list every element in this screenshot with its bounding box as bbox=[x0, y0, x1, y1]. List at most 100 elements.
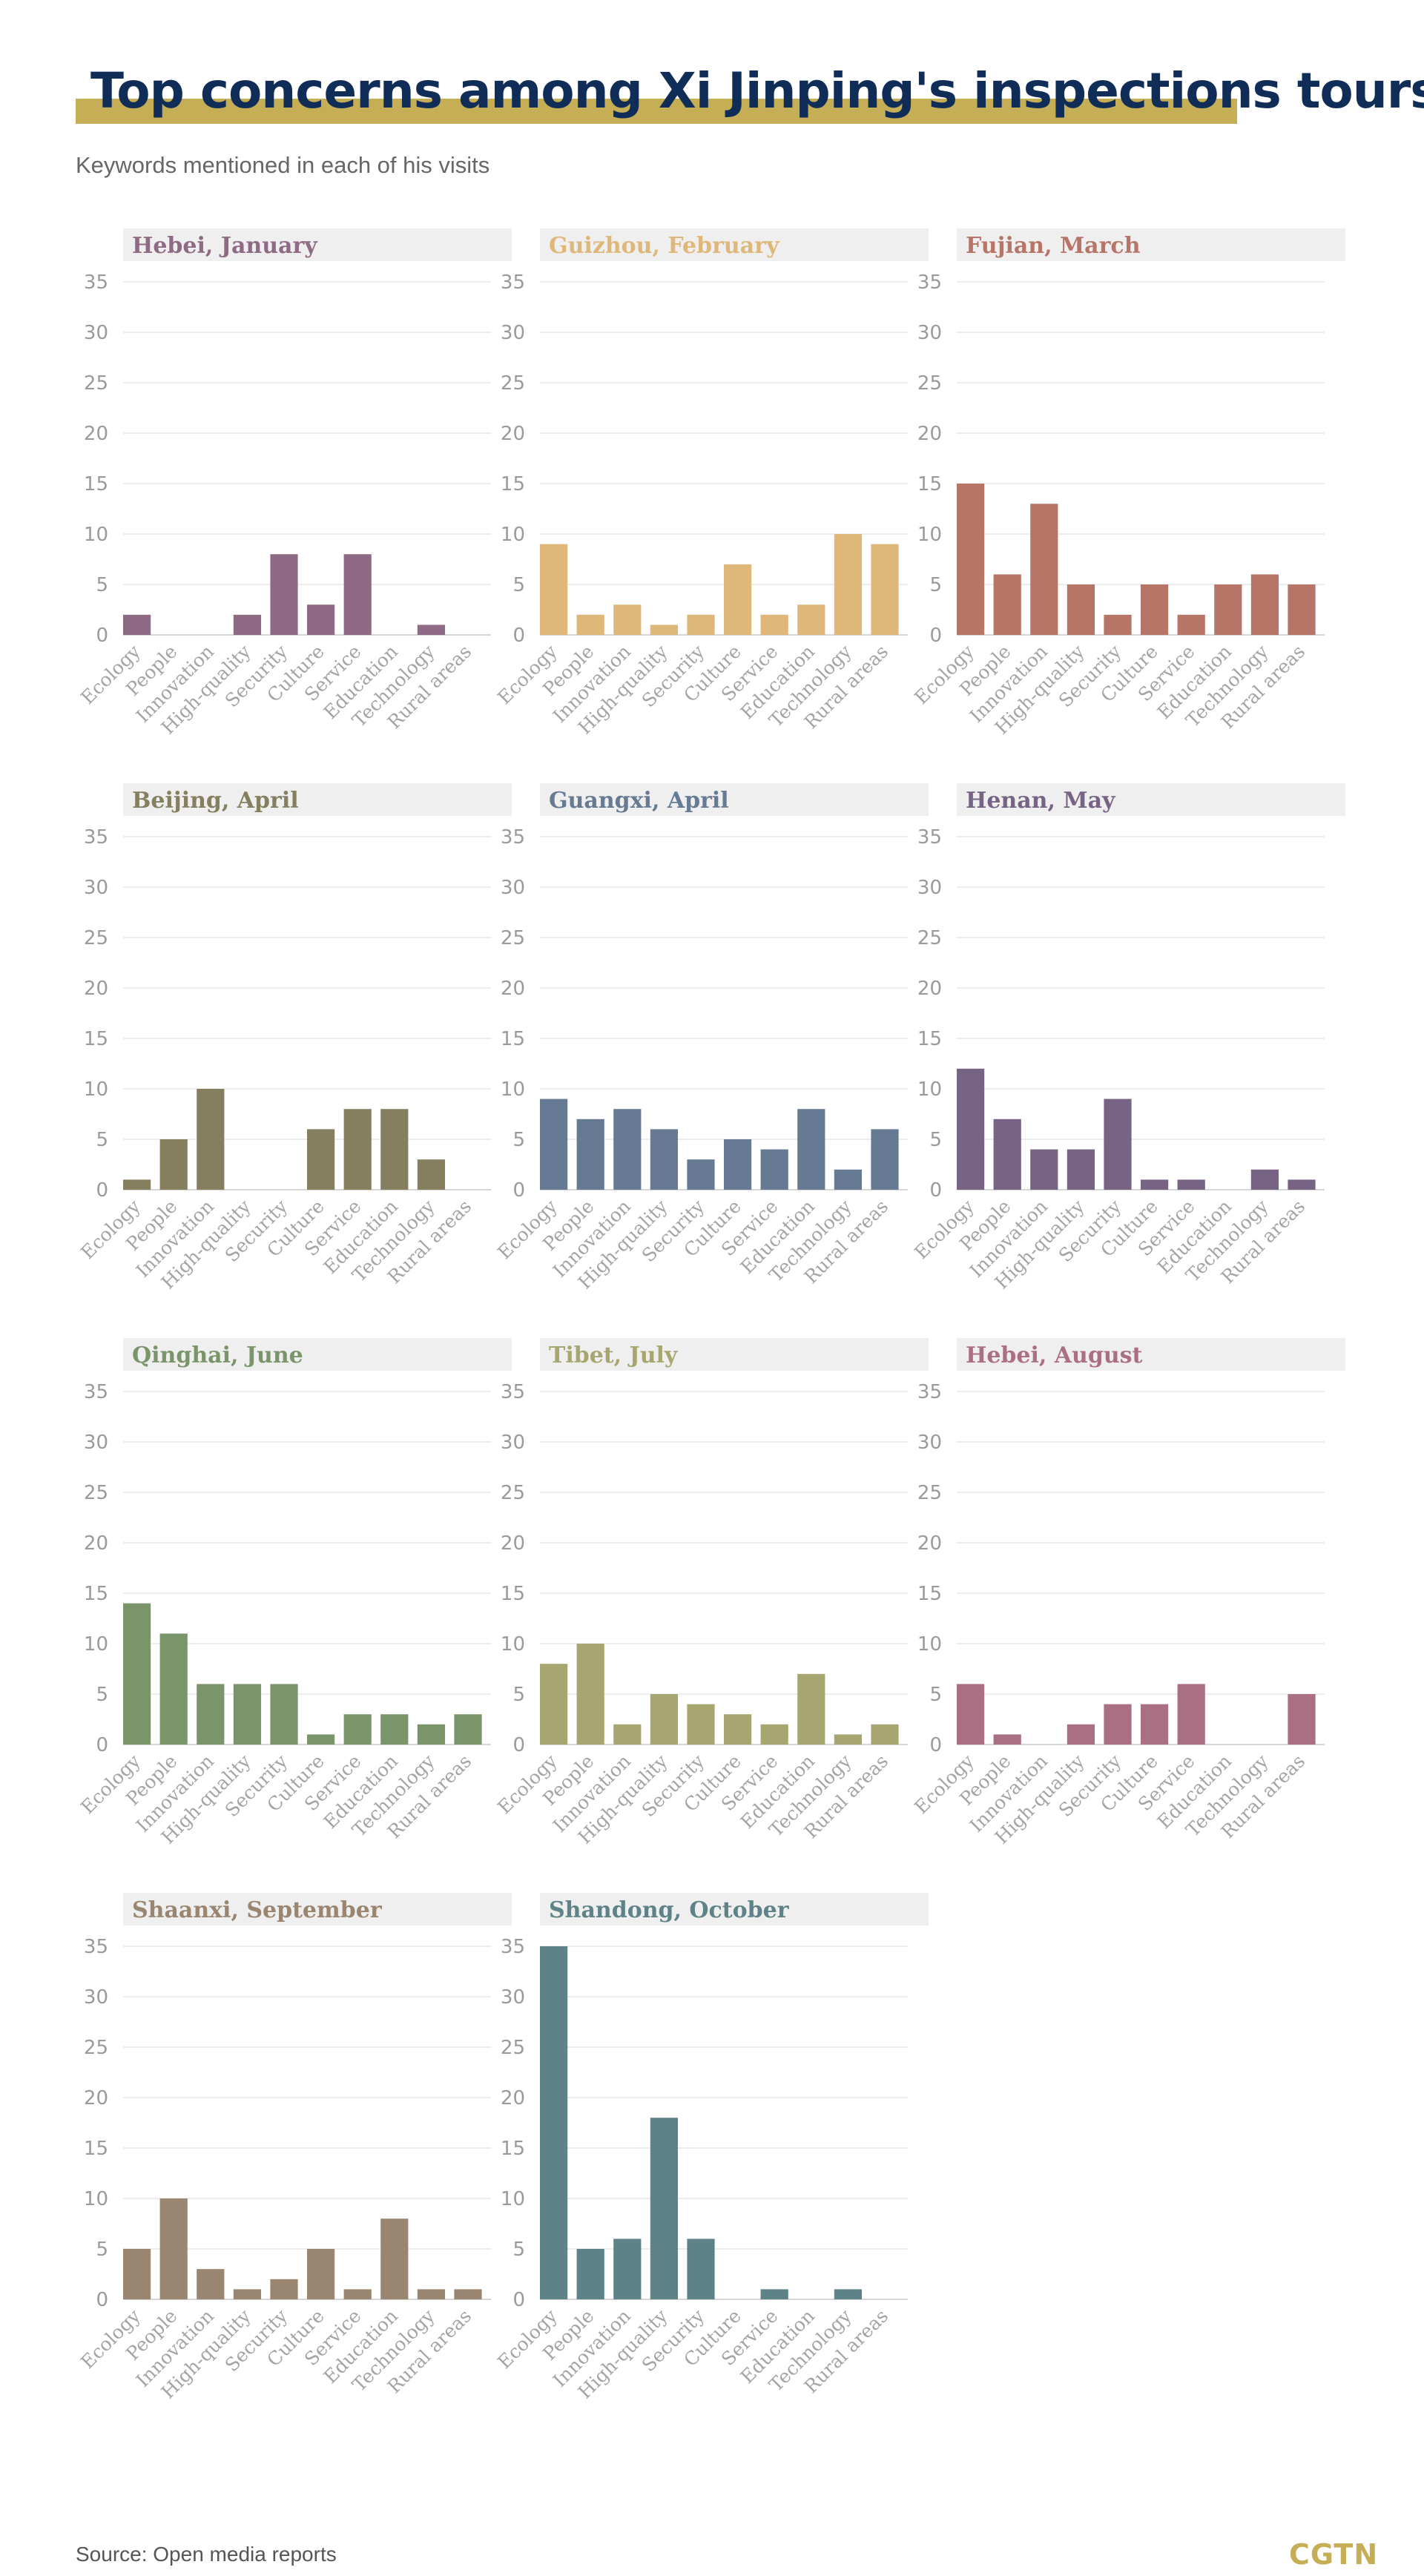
bar bbox=[993, 1734, 1021, 1745]
y-tick-label: 10 bbox=[917, 524, 942, 546]
bar bbox=[797, 1109, 825, 1190]
bar bbox=[540, 544, 568, 635]
bar bbox=[1067, 1149, 1095, 1190]
bar bbox=[1288, 1694, 1316, 1745]
bar bbox=[454, 2289, 482, 2299]
bar bbox=[760, 1149, 788, 1190]
bar bbox=[760, 2289, 788, 2299]
y-tick-label: 15 bbox=[501, 2138, 525, 2160]
y-tick-label: 25 bbox=[501, 1482, 525, 1504]
bar bbox=[233, 2289, 261, 2299]
y-tick-label: 10 bbox=[917, 1078, 942, 1101]
bar bbox=[724, 564, 752, 635]
bar bbox=[1067, 584, 1095, 635]
y-tick-label: 5 bbox=[512, 1129, 525, 1151]
bar bbox=[613, 1109, 642, 1190]
bar bbox=[540, 1098, 568, 1190]
bar bbox=[760, 1724, 788, 1745]
bar bbox=[687, 614, 715, 635]
bar bbox=[307, 1129, 335, 1190]
y-tick-label: 25 bbox=[501, 2037, 525, 2059]
y-tick-label: 20 bbox=[501, 423, 525, 445]
y-tick-label: 15 bbox=[917, 1028, 942, 1050]
y-tick-label: 5 bbox=[929, 1129, 942, 1151]
bar bbox=[993, 1119, 1021, 1190]
cgtn-logo: CGTN bbox=[1289, 2538, 1379, 2571]
y-tick-label: 30 bbox=[84, 877, 108, 899]
bar bbox=[871, 1129, 899, 1190]
bar bbox=[650, 1129, 678, 1190]
y-tick-label: 30 bbox=[917, 322, 942, 344]
y-tick-label: 20 bbox=[84, 1532, 108, 1555]
bar bbox=[724, 1714, 752, 1745]
bar bbox=[540, 1664, 568, 1745]
bar bbox=[233, 1684, 261, 1745]
bar bbox=[417, 1724, 445, 1745]
chart-title: Fujian, March bbox=[966, 233, 1141, 259]
y-tick-label: 35 bbox=[84, 271, 108, 294]
y-tick-label: 0 bbox=[512, 2289, 525, 2311]
bar bbox=[834, 534, 862, 635]
bar bbox=[1288, 584, 1316, 635]
y-tick-label: 15 bbox=[84, 1028, 108, 1050]
bar bbox=[797, 605, 825, 635]
bar bbox=[159, 1139, 188, 1190]
bar bbox=[270, 1684, 298, 1745]
source-note: Source: Open media reports bbox=[76, 2543, 337, 2566]
bar bbox=[613, 1724, 642, 1745]
bar bbox=[1104, 1704, 1132, 1745]
bar bbox=[417, 2289, 445, 2299]
bar bbox=[576, 1119, 604, 1190]
bar bbox=[1214, 584, 1242, 635]
y-tick-label: 0 bbox=[929, 1734, 942, 1756]
chart-title: Guizhou, February bbox=[549, 233, 779, 259]
y-tick-label: 5 bbox=[929, 1684, 942, 1706]
y-tick-label: 30 bbox=[501, 1986, 525, 2009]
y-tick-label: 0 bbox=[96, 1179, 108, 1202]
y-tick-label: 10 bbox=[84, 524, 108, 546]
y-tick-label: 5 bbox=[96, 2239, 108, 2261]
y-tick-label: 0 bbox=[929, 625, 942, 647]
y-tick-label: 0 bbox=[96, 625, 108, 647]
bar bbox=[197, 1089, 225, 1190]
chart-title: Shandong, October bbox=[549, 1897, 789, 1923]
y-tick-label: 20 bbox=[917, 423, 942, 445]
bar bbox=[1250, 1169, 1279, 1190]
chart-title-box: Hebei, January bbox=[123, 228, 512, 261]
y-tick-label: 20 bbox=[917, 978, 942, 1000]
bar-chart: 05101520253035EcologyPeopleInnovationHig… bbox=[493, 1936, 908, 2403]
bar bbox=[307, 2249, 335, 2299]
bar bbox=[123, 1179, 151, 1190]
bar-chart: 05101520253035EcologyPeopleInnovationHig… bbox=[910, 1381, 1325, 1848]
chart-title: Beijing, April bbox=[132, 788, 299, 814]
bar bbox=[957, 1684, 985, 1745]
bar bbox=[1030, 1149, 1058, 1190]
bar bbox=[343, 1714, 372, 1745]
y-tick-label: 20 bbox=[84, 423, 108, 445]
bar bbox=[307, 1734, 335, 1745]
bar bbox=[380, 1109, 409, 1190]
bar bbox=[197, 1684, 225, 1745]
chart-title: Hebei, January bbox=[132, 233, 317, 259]
bar bbox=[613, 2239, 642, 2299]
chart-title-box: Shandong, October bbox=[540, 1893, 929, 1926]
chart-title-box: Guangxi, April bbox=[540, 783, 929, 816]
bar bbox=[1141, 1179, 1169, 1190]
chart-title-box: Hebei, August bbox=[957, 1338, 1345, 1371]
y-tick-label: 25 bbox=[917, 927, 942, 949]
y-tick-label: 20 bbox=[84, 2087, 108, 2109]
bar bbox=[159, 1633, 188, 1745]
y-tick-label: 25 bbox=[501, 372, 525, 395]
bar bbox=[1030, 504, 1058, 635]
y-tick-label: 35 bbox=[917, 271, 942, 294]
bar bbox=[123, 1603, 151, 1745]
y-tick-label: 15 bbox=[84, 1583, 108, 1605]
y-tick-label: 30 bbox=[501, 1432, 525, 1454]
y-tick-label: 20 bbox=[501, 978, 525, 1000]
y-tick-label: 5 bbox=[929, 574, 942, 596]
bar bbox=[233, 614, 261, 635]
y-tick-label: 25 bbox=[501, 927, 525, 949]
bar bbox=[1104, 614, 1132, 635]
bar bbox=[871, 544, 899, 635]
bar-chart: 05101520253035EcologyPeopleInnovationHig… bbox=[493, 826, 908, 1294]
